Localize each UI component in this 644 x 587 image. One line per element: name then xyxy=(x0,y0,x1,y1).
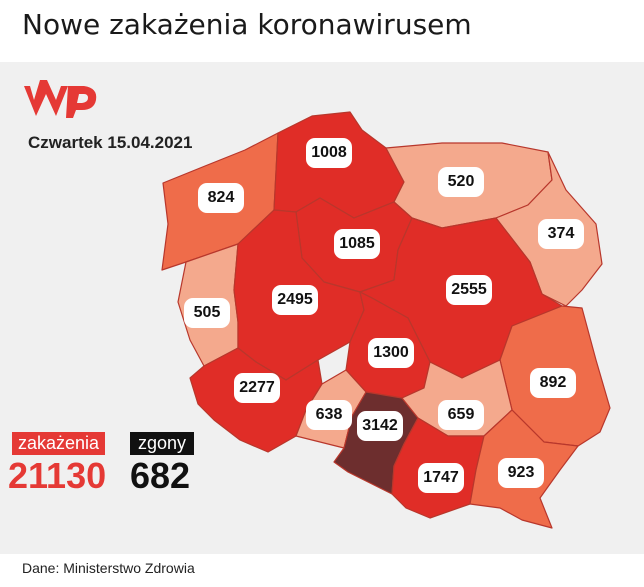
value-wielkopolskie: 2495 xyxy=(272,285,318,315)
value-slaskie: 3142 xyxy=(357,411,403,441)
cases-value: 21130 xyxy=(8,455,107,496)
deaths-label: zgony xyxy=(130,432,195,455)
value-opolskie: 638 xyxy=(306,400,352,430)
value-pomorskie: 1008 xyxy=(306,138,352,168)
value-kujawsko-pomorskie: 1085 xyxy=(334,229,380,259)
cases-label: zakażenia xyxy=(12,432,106,455)
value-lubuskie: 505 xyxy=(184,298,230,328)
value-lubelskie: 892 xyxy=(530,368,576,398)
value-warminsko-mazurskie: 520 xyxy=(438,167,484,197)
value-malopolskie: 1747 xyxy=(418,463,464,493)
source-note: Dane: Ministerstwo Zdrowia xyxy=(22,560,195,576)
wp-logo xyxy=(24,80,97,118)
value-zachodniopomorskie: 824 xyxy=(198,183,244,213)
value-swietokrzyskie: 659 xyxy=(438,400,484,430)
value-podlaskie: 374 xyxy=(538,219,584,249)
value-dolnoslaskie: 2277 xyxy=(234,373,280,403)
value-podkarpackie: 923 xyxy=(498,458,544,488)
value-mazowieckie: 2555 xyxy=(446,275,492,305)
page-title: Nowe zakażenia koronawirusem xyxy=(22,8,472,41)
deaths-value: 682 xyxy=(130,455,191,496)
date-label: Czwartek 15.04.2021 xyxy=(28,133,193,152)
value-lodzkie: 1300 xyxy=(368,338,414,368)
